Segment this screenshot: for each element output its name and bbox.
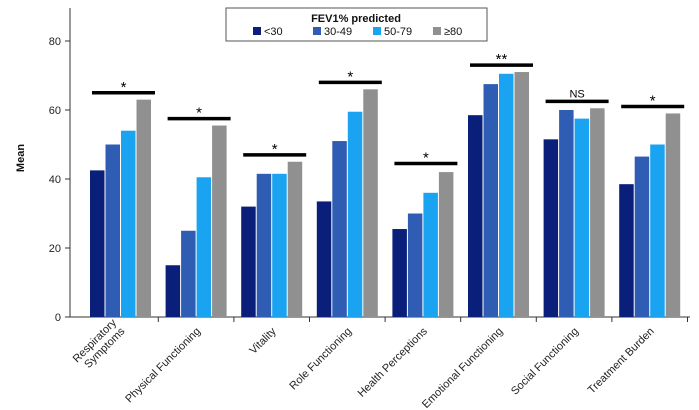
x-category-label: Treatment Burden <box>586 325 657 396</box>
y-axis-title: Mean <box>15 144 27 172</box>
x-category-label-line: Role Functioning <box>287 325 354 392</box>
legend-label: <30 <box>264 26 283 38</box>
y-tick-label: 0 <box>55 312 61 324</box>
legend-swatch <box>313 27 321 35</box>
bar <box>316 201 332 317</box>
x-category-label: Physical Functioning <box>123 325 203 405</box>
bar <box>181 230 196 317</box>
x-category-label: Emotional Functioning <box>420 325 505 410</box>
significance-label: * <box>423 149 429 166</box>
x-category-label-line: Health Perceptions <box>356 325 431 400</box>
legend-swatch <box>433 27 441 35</box>
y-tick-label: 40 <box>49 174 61 186</box>
legend-swatch <box>253 27 261 35</box>
bar <box>468 115 483 317</box>
y-tick-label: 80 <box>49 36 61 48</box>
bar <box>650 144 665 317</box>
legend: FEV1% predicted <30 30-49 50-79 ≥80 <box>225 7 488 42</box>
x-category-label-line: Vitality <box>247 325 279 357</box>
bar <box>363 89 378 317</box>
bar <box>438 172 454 317</box>
significance-label: * <box>121 79 127 96</box>
y-tick-label: 60 <box>49 105 61 117</box>
significance-label: ** <box>496 51 508 68</box>
legend-label: 50-79 <box>384 26 412 38</box>
bar <box>212 125 227 318</box>
x-category-label-line: Treatment Burden <box>586 325 657 396</box>
bar <box>590 108 605 318</box>
bar <box>559 110 574 317</box>
significance-label: * <box>650 93 656 110</box>
bar <box>407 213 423 317</box>
bar <box>634 156 650 317</box>
bar <box>121 130 136 317</box>
x-category-label-line: Social Functioning <box>509 325 581 397</box>
legend-box <box>225 7 488 42</box>
bar <box>272 173 287 317</box>
bar <box>287 161 303 317</box>
y-tick-label: 20 <box>49 243 61 255</box>
bar <box>136 99 151 318</box>
x-category-label: Social Functioning <box>509 325 581 397</box>
x-category-label: Vitality <box>247 325 279 357</box>
bar <box>105 144 120 317</box>
significance-label: * <box>272 141 278 158</box>
bar <box>574 118 590 317</box>
bar <box>483 84 498 317</box>
legend-title: FEV1% predicted <box>311 13 401 25</box>
x-category-label-line: Emotional Functioning <box>420 325 505 410</box>
x-category-label: Role Functioning <box>287 325 354 392</box>
x-category-label-line: Physical Functioning <box>123 325 203 405</box>
legend-label: ≥80 <box>444 26 462 38</box>
x-category-label: Health Perceptions <box>356 325 431 400</box>
legend-swatch <box>373 27 381 35</box>
legend-label: 30-49 <box>324 26 352 38</box>
bar <box>90 170 105 317</box>
bar <box>256 173 272 317</box>
bar <box>619 184 634 317</box>
bar <box>665 113 681 317</box>
bar <box>543 139 559 317</box>
bar <box>392 229 407 317</box>
significance-label: NS <box>569 88 584 100</box>
bar <box>514 72 529 317</box>
bar <box>423 192 438 317</box>
significance-label: * <box>196 105 202 122</box>
bar <box>499 73 514 318</box>
bar <box>332 141 347 317</box>
significance-label: * <box>347 68 353 85</box>
bar <box>347 111 363 317</box>
bar <box>165 265 181 317</box>
bar <box>196 177 212 317</box>
bar <box>241 206 256 317</box>
